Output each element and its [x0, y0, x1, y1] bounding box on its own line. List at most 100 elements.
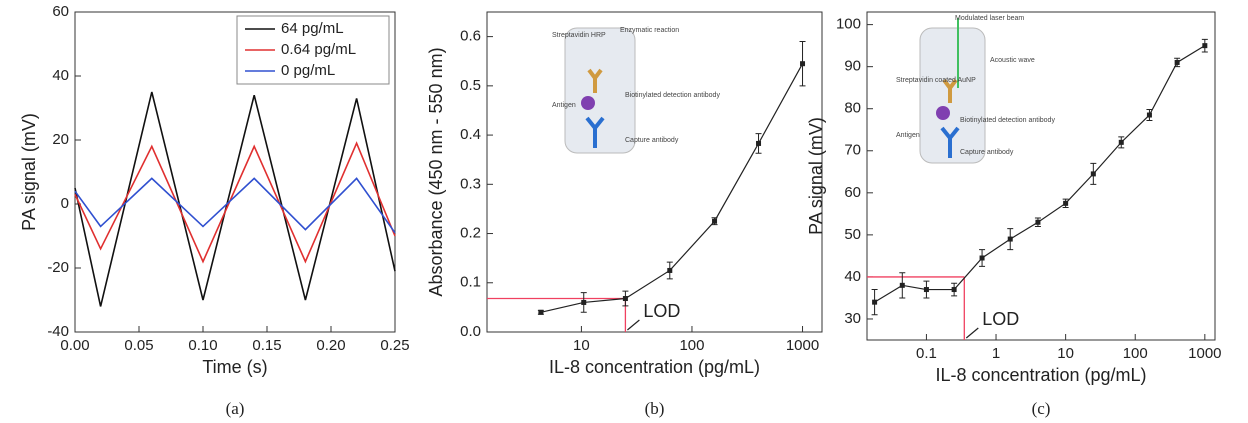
y-tick-label: 40 — [52, 67, 69, 84]
y-tick-label: 0.0 — [460, 323, 481, 340]
x-tick-label: 0.1 — [916, 345, 937, 362]
data-point — [899, 282, 905, 288]
inset-diagram: Enzymatic reaction Streptavidin HRP Biotin… — [552, 27, 720, 154]
detection-antibody — [942, 78, 958, 103]
x-axis-label: Time (s) — [202, 357, 267, 377]
inset-diagram: Modulated laser beam Acoustic wave Strepta… — [896, 15, 1055, 164]
y-axis-label: PA signal (mV) — [19, 113, 39, 231]
inset-label: Antigen — [896, 132, 920, 139]
y-tick-label: 70 — [844, 142, 861, 159]
inset-label: Biotinylated detection antibody — [960, 117, 1055, 124]
lod-label: LOD — [643, 301, 680, 321]
x-tick-label: 0.20 — [316, 337, 345, 354]
data-point — [581, 299, 587, 305]
panel: 0.00 0.05 0.10 0.15 0.20 0.25 -40 -20 0 20 40 60 Tim… — [19, 3, 410, 418]
x-axis-label: IL-8 concentration (pg/mL) — [935, 365, 1146, 385]
x-tick-label: 1 — [992, 345, 1000, 362]
plot-frame — [74, 11, 396, 333]
antigen — [936, 106, 950, 120]
legend-label: 0 pg/mL — [281, 62, 335, 79]
antigen — [581, 96, 595, 110]
y-tick-label: 100 — [836, 16, 861, 33]
data-point — [1202, 43, 1208, 49]
x-tick-label: 0.10 — [188, 337, 217, 354]
inset-tube — [919, 27, 986, 164]
y-tick-label: 0.6 — [460, 28, 481, 45]
y-tick-label: 30 — [844, 310, 861, 327]
legend: 64 pg/mL 0.64 pg/mL 0 pg/mL — [236, 15, 390, 85]
panel-label: (c) — [1032, 399, 1051, 418]
panel-label: (b) — [645, 399, 665, 418]
inset-label: Capture antibody — [960, 149, 1014, 156]
x-tick-label: 1000 — [1188, 345, 1221, 362]
data-point — [1146, 112, 1152, 118]
y-tick-label: 0.3 — [460, 175, 481, 192]
x-tick-label: 10 — [1057, 345, 1074, 362]
y-tick-label: 0 — [61, 195, 69, 212]
data-point — [1090, 171, 1096, 177]
x-tick-label: 10 — [573, 337, 590, 354]
panel-label: (a) — [226, 399, 245, 418]
data-point — [951, 287, 957, 293]
data-point — [1035, 219, 1041, 225]
y-tick-label: 90 — [844, 58, 861, 75]
inset-label: Enzymatic reaction — [620, 27, 679, 34]
y-tick-label: 0.5 — [460, 77, 481, 94]
x-tick-label: 1000 — [786, 337, 819, 354]
inset-label: Modulated laser beam — [955, 15, 1024, 22]
data-point — [756, 140, 762, 146]
y-tick-label: 60 — [52, 3, 69, 20]
lod-arrow — [965, 327, 979, 339]
data-point — [667, 267, 673, 273]
panel: 0.1 1 10 100 1000 30 40 50 60 70 80 90 100 IL-8 conce… — [806, 11, 1222, 418]
data-point — [1118, 139, 1124, 145]
plot-frame — [486, 11, 823, 333]
inset-label: Antigen — [552, 102, 576, 109]
inset-label: Acoustic wave — [990, 57, 1035, 64]
y-tick-label: -20 — [47, 259, 69, 276]
detection-antibody — [587, 68, 603, 93]
y-tick-label: 40 — [844, 268, 861, 285]
data-point — [712, 218, 718, 224]
inset-label: Biotinylated detection antibody — [625, 92, 720, 99]
x-tick-label: 0.00 — [60, 337, 89, 354]
inset-label: Streptavidin coated AuNP — [896, 77, 976, 84]
data-point — [979, 255, 985, 261]
series-line — [74, 177, 396, 234]
x-tick-label: 100 — [679, 337, 704, 354]
plot-frame — [866, 11, 1216, 341]
y-tick-label: 0.1 — [460, 274, 481, 291]
lod-arrow — [627, 319, 640, 331]
y-tick-label: 20 — [52, 131, 69, 148]
x-tick-label: 0.15 — [252, 337, 281, 354]
x-tick-label: 0.05 — [124, 337, 153, 354]
x-tick-label: 0.25 — [380, 337, 409, 354]
y-tick-label: 0.4 — [460, 126, 481, 143]
y-tick-label: 60 — [844, 184, 861, 201]
series-line — [74, 141, 396, 264]
y-tick-label: 0.2 — [460, 225, 481, 242]
x-axis-label: IL-8 concentration (pg/mL) — [549, 357, 760, 377]
capture-antibody — [585, 116, 605, 148]
data-point — [872, 299, 878, 305]
x-tick-label: 100 — [1123, 345, 1148, 362]
data-point — [800, 61, 806, 67]
panel: 10 100 1000 0.0 0.1 0.2 0.3 0.4 0.5 0.6 IL-8 conce… — [426, 11, 823, 418]
inset-label: Capture antibody — [625, 137, 679, 144]
data-point — [1007, 236, 1013, 242]
legend-label: 64 pg/mL — [281, 20, 344, 37]
data-point — [923, 287, 929, 293]
inset-tube — [564, 27, 636, 154]
y-axis-label: Absorbance (450 nm - 550 nm) — [426, 47, 446, 296]
data-point — [1063, 200, 1069, 206]
inset-label: Streptavidin HRP — [552, 32, 606, 39]
y-tick-label: -40 — [47, 323, 69, 340]
y-tick-label: 80 — [844, 100, 861, 117]
y-tick-label: 50 — [844, 226, 861, 243]
data-point — [1174, 59, 1180, 65]
data-point — [622, 296, 628, 302]
series-line — [74, 91, 396, 307]
legend-label: 0.64 pg/mL — [281, 41, 356, 58]
data-point — [538, 309, 544, 315]
